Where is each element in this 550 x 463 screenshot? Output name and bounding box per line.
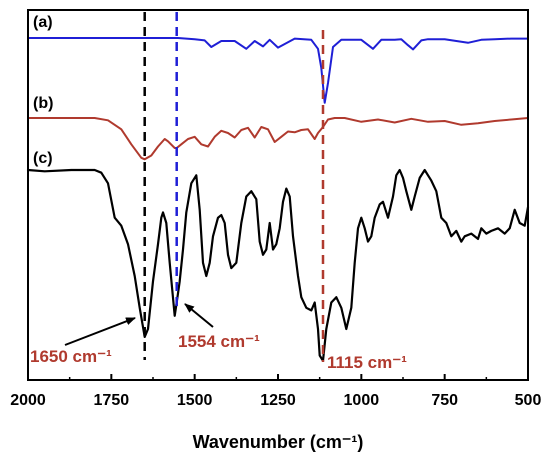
axes <box>27 9 529 381</box>
x-tick-label-1750: 1750 <box>94 392 130 409</box>
x-tick-label-500: 500 <box>515 392 542 409</box>
x-ticks: 2000 1750 1500 1250 1000 750 500 <box>10 374 541 409</box>
x-tick-label-2000: 2000 <box>10 392 46 409</box>
annotation-arrow-1650 <box>64 317 136 346</box>
annotations: 1650 cm⁻¹ 1554 cm⁻¹ 1115 cm⁻¹ <box>30 303 407 372</box>
panel-label-c: (c) <box>33 150 53 167</box>
panel-label-b: (b) <box>33 95 53 112</box>
reference-lines <box>143 12 325 362</box>
spectrum-a-line <box>27 37 529 104</box>
x-tick-label-750: 750 <box>431 392 458 409</box>
annotation-1650: 1650 cm⁻¹ <box>30 347 112 366</box>
plot-frame <box>27 9 529 381</box>
series-layer <box>26 37 530 362</box>
x-tick-label-1500: 1500 <box>177 392 213 409</box>
x-tick-label-1250: 1250 <box>260 392 296 409</box>
x-axis-title: Wavenumber (cm⁻¹) <box>193 432 364 452</box>
annotation-arrow-1554 <box>184 303 214 328</box>
x-tick-label-1000: 1000 <box>344 392 380 409</box>
spectrum-b-line <box>27 117 529 161</box>
annotation-1554: 1554 cm⁻¹ <box>178 332 260 351</box>
panel-label-a: (a) <box>33 14 53 31</box>
panel-labels: (a) (b) (c) <box>33 14 53 167</box>
annotation-1115: 1115 cm⁻¹ <box>327 353 407 372</box>
spectrum-c-line <box>26 168 530 362</box>
